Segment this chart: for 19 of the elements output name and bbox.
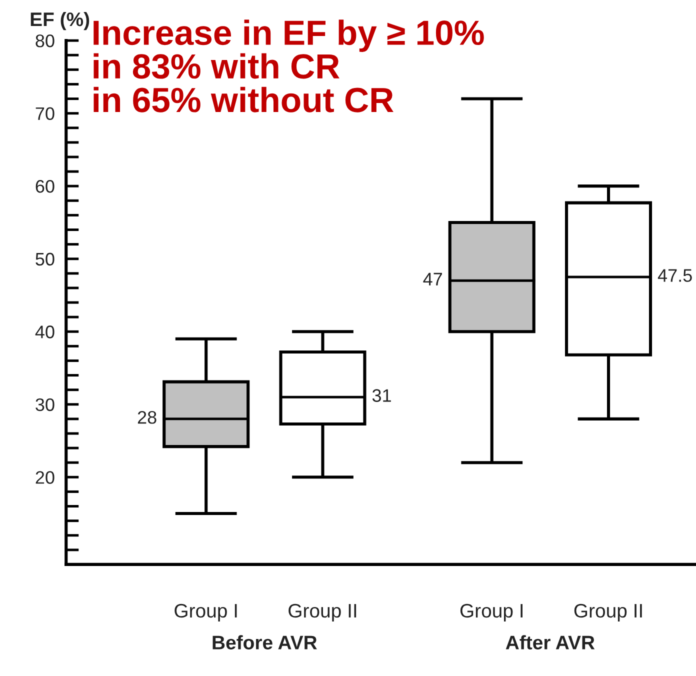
text: 47	[423, 272, 442, 286]
x-tick-label: Group I	[460, 604, 523, 622]
x-tick-label: Group II	[288, 604, 356, 622]
y-tick-label: 50	[36, 252, 54, 266]
text: 47.5	[658, 269, 692, 282]
y-tick-label: 20	[36, 471, 54, 484]
text: After AVR	[506, 635, 595, 650]
y-tick-label: 40	[35, 326, 54, 338]
text: 31	[372, 389, 391, 402]
x-tick-label: Group I	[174, 604, 237, 622]
x-tick-label: Group II	[574, 604, 642, 622]
y-tick-label: 70	[36, 107, 54, 120]
y-axis-title: EF (%)	[30, 12, 90, 30]
text: 28	[138, 410, 156, 424]
y-tick-label: 30	[36, 398, 54, 412]
text: Before AVR	[212, 635, 317, 650]
y-tick-label: 80	[36, 34, 54, 48]
y-tick-label: 60	[36, 180, 54, 193]
chart-title: Increase in EF by ≥ 10% in 83% with CR in 65% without CR	[94, 20, 484, 112]
